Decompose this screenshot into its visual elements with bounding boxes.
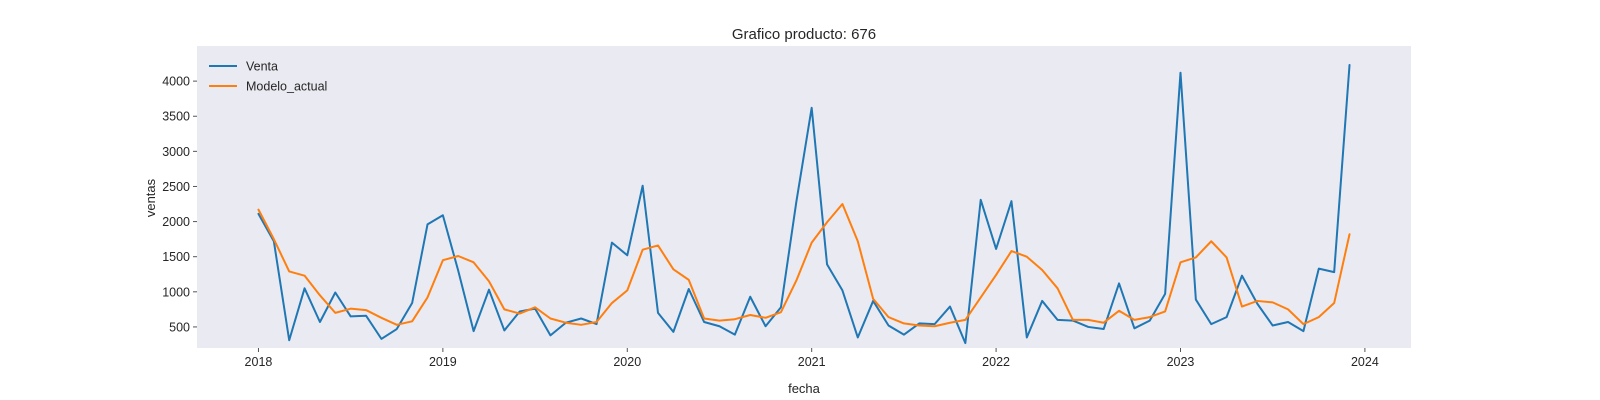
- y-tick-label: 3500: [162, 110, 190, 124]
- x-tick-label: 2024: [1351, 355, 1379, 369]
- x-tick-label: 2023: [1167, 355, 1195, 369]
- legend-label-modelo-actual: Modelo_actual: [246, 80, 327, 94]
- y-tick-label: 1000: [162, 285, 190, 299]
- series-line-venta: [257, 63, 1351, 345]
- series-layer: [257, 63, 1351, 345]
- y-axis-label: ventas: [143, 178, 158, 217]
- x-tick-label: 2020: [613, 355, 641, 369]
- y-tick-label: 1500: [162, 250, 190, 264]
- y-tick-label: 500: [169, 320, 190, 334]
- y-tick-label: 2500: [162, 180, 190, 194]
- y-axis-ticks: 500 1000 1500 2000 2500 3000 3500 4000: [162, 75, 197, 334]
- chart-title: Grafico producto: 676: [732, 26, 876, 43]
- y-tick-label: 3000: [162, 145, 190, 159]
- x-axis-label: fecha: [788, 381, 821, 396]
- series-line-modelo-actual: [257, 203, 1351, 328]
- legend-label-venta: Venta: [246, 60, 278, 74]
- x-tick-label: 2019: [429, 355, 457, 369]
- x-tick-label: 2022: [982, 355, 1010, 369]
- y-tick-label: 4000: [162, 75, 190, 89]
- y-tick-label: 2000: [162, 215, 190, 229]
- legend: Venta Modelo_actual: [209, 60, 327, 94]
- x-tick-label: 2021: [798, 355, 826, 369]
- x-axis-ticks: 2018 2019 2020 2021 2022 2023 2024: [245, 348, 1379, 369]
- x-tick-label: 2018: [245, 355, 273, 369]
- plot-area: [197, 46, 1411, 348]
